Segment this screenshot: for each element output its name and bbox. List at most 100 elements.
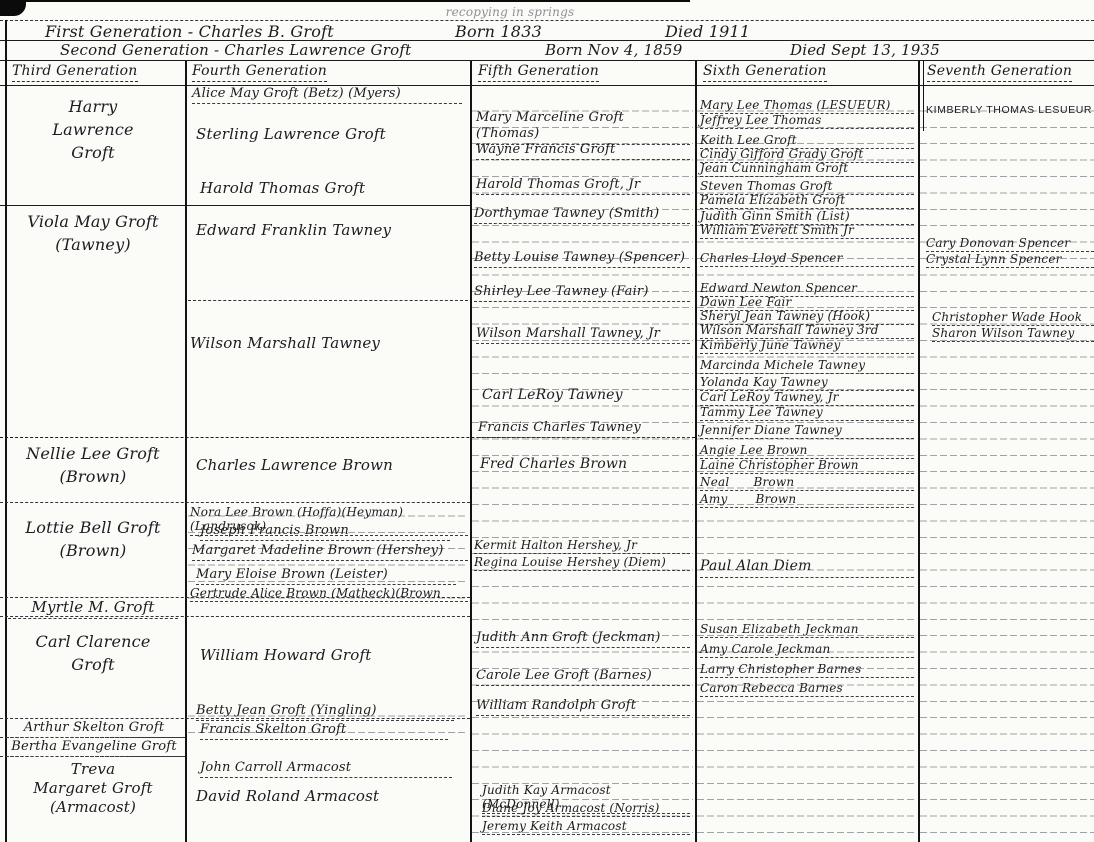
gen1-died: Died 1911 bbox=[665, 22, 751, 41]
person-name: Steven Thomas Groft bbox=[700, 179, 914, 196]
person-name: Edward Newton Spencer bbox=[700, 281, 914, 298]
gen2-born: Born Nov 4, 1859 bbox=[545, 41, 683, 59]
person-name: Viola May Groft (Tawney) bbox=[27, 212, 159, 255]
person-name: Amy Brown bbox=[700, 492, 914, 509]
person-name: Arthur Skelton Groft bbox=[6, 720, 182, 739]
person-name: Caron Rebecca Barnes bbox=[700, 681, 914, 698]
ruled-lines bbox=[920, 95, 1094, 838]
person-name: Wilson Marshall Tawney 3rd bbox=[700, 323, 914, 340]
person-name: Pamela Elizabeth Groft bbox=[700, 193, 914, 210]
section-divider bbox=[0, 718, 470, 719]
column-header-gen7: Seventh Generation bbox=[927, 63, 1073, 82]
person-name: Judith Ginn Smith (List) bbox=[700, 209, 914, 226]
person-name: John Carroll Armacost bbox=[200, 760, 452, 779]
person-name: Wayne Francis Groft bbox=[476, 142, 690, 161]
person-name: Nellie Lee Groft (Brown) bbox=[26, 444, 160, 487]
person-name: Francis Charles Tawney bbox=[478, 420, 690, 439]
person-name: William Everett Smith Jr bbox=[700, 223, 914, 240]
person-name: Larry Christopher Barnes bbox=[700, 662, 914, 679]
person-name: Mary Eloise Brown (Leister) bbox=[196, 567, 456, 586]
section-divider bbox=[0, 437, 695, 438]
person-name: Judith Ann Groft (Jeckman) bbox=[476, 630, 690, 649]
person-name: Gertrude Alice Brown (Matheck)(Brown bbox=[190, 586, 468, 603]
rule-line bbox=[0, 40, 1094, 41]
column-divider bbox=[470, 61, 472, 842]
column-header-gen3: Third Generation bbox=[12, 63, 138, 82]
person-name: Alice May Groft (Betz) (Myers) bbox=[192, 86, 462, 105]
person-name: Christopher Wade Hook bbox=[932, 310, 1094, 327]
column-header-gen4: Fourth Generation bbox=[192, 63, 327, 82]
header-divider bbox=[0, 85, 1094, 86]
person-name: Diane Joy Armacost (Norris) bbox=[482, 801, 690, 818]
scan-artifact bbox=[0, 0, 26, 16]
person-name: Edward Franklin Tawney bbox=[196, 221, 392, 239]
scan-edge bbox=[0, 0, 690, 2]
person-name: Marcinda Michele Tawney bbox=[700, 358, 914, 375]
person-name: Dawn Lee Fair bbox=[700, 295, 914, 312]
person-name: Tammy Lee Tawney bbox=[700, 405, 914, 422]
person-name: Myrtle M. Groft bbox=[8, 598, 178, 619]
column-divider bbox=[918, 61, 920, 842]
person-name: Betty Louise Tawney (Spencer) bbox=[474, 250, 690, 269]
person-name: Sterling Lawrence Groft bbox=[196, 125, 386, 143]
person-name: Francis Skelton Groft bbox=[200, 722, 448, 741]
gen1-born: Born 1833 bbox=[455, 22, 542, 41]
person-name: Bertha Evangeline Groft bbox=[6, 739, 182, 758]
page-note: recopying in springs bbox=[445, 5, 575, 19]
person-name: Paul Alan Diem bbox=[700, 558, 914, 578]
person-name: Jean Cunningham Groft bbox=[700, 161, 914, 178]
column-divider-double bbox=[923, 61, 924, 131]
person-name: Keith Lee Groft bbox=[700, 133, 914, 150]
section-divider bbox=[0, 616, 470, 617]
person-name: Charles Lawrence Brown bbox=[196, 456, 394, 474]
column-divider bbox=[185, 61, 187, 842]
person-name: Margaret Madeline Brown (Hershey) bbox=[192, 543, 468, 562]
person-name: Wilson Marshall Tawney bbox=[190, 334, 381, 352]
person-name: Susan Elizabeth Jeckman bbox=[700, 622, 914, 639]
person-name: Betty Jean Groft (Yingling) bbox=[196, 703, 454, 722]
person-name: Lottie Bell Groft (Brown) bbox=[25, 518, 161, 561]
section-divider bbox=[0, 597, 470, 598]
person-name: Angie Lee Brown bbox=[700, 443, 914, 460]
person-name: David Roland Armacost bbox=[196, 787, 380, 805]
person-name: Carole Lee Groft (Barnes) bbox=[476, 668, 690, 687]
person-name: Jennifer Diane Tawney bbox=[700, 423, 914, 440]
person-name: Sheryl Jean Tawney (Hook) bbox=[700, 309, 914, 326]
gen2-title: Second Generation - Charles Lawrence Gro… bbox=[60, 41, 412, 59]
section-divider bbox=[0, 205, 470, 206]
person-name: Fred Charles Brown bbox=[480, 456, 628, 472]
person-name: Charles Lloyd Spencer bbox=[700, 251, 914, 268]
rule-line bbox=[0, 20, 1094, 21]
person-name: Harold Thomas Groft bbox=[200, 179, 366, 197]
person-name: Cary Donovan Spencer bbox=[926, 236, 1094, 253]
column-header-gen5: Fifth Generation bbox=[478, 63, 600, 82]
person-name: Sharon Wilson Tawney bbox=[932, 326, 1094, 343]
person-name: Shirley Lee Tawney (Fair) bbox=[474, 284, 690, 303]
person-name: Harry Lawrence Groft bbox=[52, 97, 134, 163]
person-name: Harold Thomas Groft, Jr bbox=[476, 177, 690, 196]
column-divider bbox=[695, 61, 697, 842]
gen2-died: Died Sept 13, 1935 bbox=[790, 41, 941, 59]
person-name: Carl Clarence Groft bbox=[35, 632, 151, 675]
person-name: Laine Christopher Brown bbox=[700, 458, 914, 475]
gen1-title: First Generation - Charles B. Groft bbox=[45, 22, 334, 41]
person-name: Regina Louise Hershey (Diem) bbox=[474, 555, 690, 572]
person-name: Nora Lee Brown (Hoffa)(Heyman)(Landrusok… bbox=[190, 505, 468, 536]
person-name: Neal Brown bbox=[700, 475, 914, 492]
person-name: Judith Kay Armacost (McDonnell) bbox=[482, 783, 690, 814]
person-name: Cindy Gifford Grady Groft bbox=[700, 147, 914, 164]
person-name: Dorthymae Tawney (Smith) bbox=[474, 206, 690, 225]
person-name: Kimberly June Tawney bbox=[700, 338, 914, 355]
person-name: Wilson Marshall Tawney, Jr bbox=[476, 326, 690, 345]
person-name: Joseph Francis Brown bbox=[200, 523, 450, 542]
column-header-gen6: Sixth Generation bbox=[703, 63, 827, 82]
person-name: Mary Lee Thomas (LESUEUR) bbox=[700, 98, 914, 115]
person-name: Carl LeRoy Tawney bbox=[482, 387, 623, 403]
person-name: Jeffrey Lee Thomas bbox=[700, 113, 914, 130]
person-name: Kermit Halton Hershey, Jr bbox=[474, 538, 690, 555]
person-name: Carl LeRoy Tawney, Jr bbox=[700, 390, 914, 407]
rule-line bbox=[0, 60, 1094, 61]
person-name: Jeremy Keith Armacost bbox=[482, 819, 690, 836]
person-name: Yolanda Kay Tawney bbox=[700, 375, 914, 392]
